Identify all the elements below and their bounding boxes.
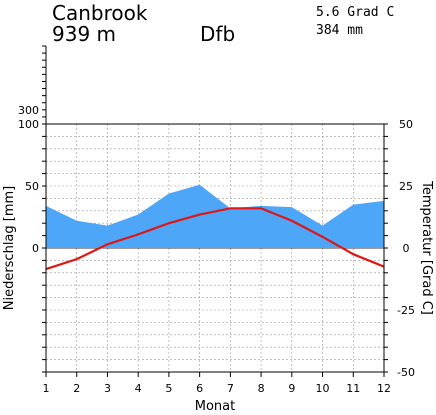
right-axis-ticks: -50 -25 0 25 50 [384,118,415,379]
x-tick-label: 4 [135,382,142,395]
x-axis-title: Monat [195,399,235,414]
left-tick-label: 50 [25,180,39,193]
x-tick-label: 9 [288,382,295,395]
x-tick-label: 6 [196,382,203,395]
x-axis-ticks: 1 2 3 4 5 6 7 8 9 10 11 12 [43,372,391,395]
x-tick-label: 7 [227,382,234,395]
right-tick-label: -50 [397,366,415,379]
x-tick-label: 12 [377,382,391,395]
left-tick-label: 0 [32,242,39,255]
annual-precipitation: 384 mm [316,23,363,38]
x-tick-label: 1 [43,382,50,395]
precipitation-points [45,184,385,226]
x-tick-label: 11 [346,382,360,395]
precipitation-area [46,184,384,248]
right-tick-label: 25 [399,180,413,193]
left-axis-title: Niederschlag [mm] [2,186,17,311]
temperature-points [45,208,385,270]
right-tick-label: 0 [403,242,410,255]
x-tick-label: 3 [104,382,111,395]
x-tick-label: 10 [316,382,330,395]
temperature-line [45,207,385,271]
station-name: Canbrook [52,1,148,25]
upper-precip-axis: 300 [18,45,47,125]
annual-temperature: 5.6 Grad C [316,5,394,20]
x-tick-label: 2 [73,382,80,395]
x-tick-label: 5 [165,382,172,395]
left-axis-ticks: 0 50 100 [18,118,46,373]
right-axis-title: Temperatur [Grad C] [419,180,434,315]
right-tick-label: 50 [399,118,413,131]
x-tick-label: 8 [258,382,265,395]
elevation: 939 m [52,22,116,46]
climate-class: Dfb [200,22,235,46]
upper-tick-label: 300 [18,104,39,117]
right-tick-label: -25 [397,304,415,317]
left-tick-label: 100 [18,118,39,131]
